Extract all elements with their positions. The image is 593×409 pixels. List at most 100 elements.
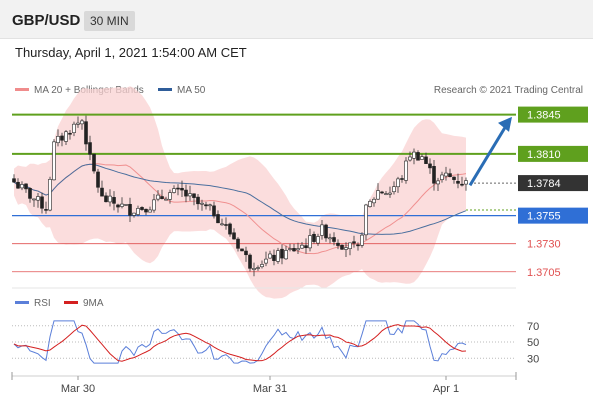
ma50-line [13, 163, 467, 235]
bearish-candle [68, 132, 72, 135]
bullish-candle [404, 160, 408, 181]
bullish-candle [328, 237, 332, 240]
bullish-candle [436, 180, 440, 185]
resistance-label-box [518, 145, 588, 162]
bearish-candle [140, 207, 144, 210]
bullish-candle [132, 212, 136, 216]
bullish-candle [52, 141, 56, 181]
bearish-candle [12, 178, 16, 183]
bearish-candle [312, 233, 316, 242]
bullish-candle [308, 235, 312, 249]
bearish-candle [292, 248, 296, 252]
bullish-candle [264, 258, 268, 264]
legend-ma20-swatch [15, 88, 29, 91]
level-label-text: 1.3845 [527, 110, 561, 122]
x-tick-label: Mar 30 [61, 383, 95, 395]
bearish-candle [184, 189, 188, 197]
legend-ma50-label: MA 50 [177, 85, 206, 96]
bullish-candle [188, 193, 192, 197]
forecast-arrow-head [498, 116, 512, 132]
timeframe-badge[interactable]: 30 MIN [84, 11, 135, 31]
candlesticks [12, 115, 468, 277]
bullish-candle [48, 179, 52, 211]
moving-averages [13, 163, 467, 255]
bullish-candle [364, 204, 368, 236]
bearish-candle [340, 244, 344, 250]
bullish-candle [368, 201, 372, 207]
x-axis-ticks: Mar 30 Mar 31 Apr 1 [11, 372, 517, 395]
bearish-candle [352, 241, 356, 244]
bullish-candle [276, 250, 280, 262]
bullish-candle [420, 156, 424, 160]
current-price-box [518, 175, 588, 192]
bearish-candle [324, 224, 328, 239]
bullish-candle [360, 234, 364, 246]
support-label-box [518, 207, 588, 224]
bullish-candle [348, 242, 352, 249]
bullish-candle [288, 248, 292, 250]
bearish-candle [144, 208, 148, 213]
bearish-candle [96, 171, 100, 188]
bullish-candle [120, 203, 124, 207]
bearish-candle [228, 223, 232, 235]
bullish-candle [172, 188, 176, 193]
bearish-candle [104, 195, 108, 203]
copyright-note: Research © 2021 Trading Central [434, 85, 583, 96]
bearish-candle [456, 181, 460, 184]
chart-header: GBP/USD 30 MIN [0, 0, 593, 39]
bearish-candle [224, 224, 228, 226]
bullish-candle [168, 192, 172, 200]
bullish-candle [256, 267, 260, 269]
bearish-candle [84, 121, 88, 145]
bearish-candle [424, 156, 428, 164]
bollinger-bands [14, 86, 466, 299]
level-label-text: 1.3784 [527, 178, 561, 190]
bearish-candle [332, 237, 336, 242]
bullish-candle [72, 123, 76, 134]
bullish-candle [152, 199, 156, 211]
bearish-candle [232, 232, 236, 240]
bearish-candle [236, 238, 240, 249]
rsi-line [13, 320, 467, 364]
bearish-candle [336, 242, 340, 246]
bearish-candle [40, 196, 44, 209]
bearish-candle [448, 173, 452, 177]
bullish-candle [64, 131, 68, 142]
bearish-candle [400, 178, 404, 180]
bearish-candle [460, 183, 464, 186]
rsi-panel: 70 50 30 [12, 320, 539, 365]
bearish-candle [60, 135, 64, 141]
legend-9ma-swatch [64, 301, 78, 304]
bullish-candle [376, 190, 380, 200]
forecast-arrow-shaft [468, 125, 508, 187]
bearish-candle [88, 142, 92, 155]
bullish-candle [136, 208, 140, 215]
rsi-level-label: 70 [527, 321, 539, 333]
bullish-candle [392, 186, 396, 193]
bearish-candle [92, 153, 96, 172]
bullish-candle [396, 178, 400, 188]
bearish-candle [176, 187, 180, 190]
bullish-candle [124, 204, 128, 206]
bearish-candle [244, 250, 248, 256]
bullish-candle [56, 136, 60, 144]
level-label-text: 1.3810 [527, 149, 561, 161]
rsi-level-label: 30 [527, 353, 539, 365]
rsi-9ma-line [13, 324, 467, 362]
bearish-candle [28, 188, 32, 199]
bullish-candle [208, 204, 212, 207]
level-lines [12, 113, 516, 273]
bullish-candle [156, 194, 160, 200]
bullish-candle [388, 192, 392, 195]
bullish-candle [444, 172, 448, 177]
bullish-candle [76, 122, 80, 125]
bullish-candle [20, 184, 24, 189]
level-labels: 1.3845 1.3810 1.3784 1.3755 1.3730 1.3705 [518, 106, 588, 279]
bearish-candle [44, 209, 48, 211]
bullish-candle [32, 198, 36, 201]
bearish-candle [180, 187, 184, 191]
bearish-candle [112, 197, 116, 204]
bullish-candle [164, 198, 168, 201]
bullish-candle [200, 202, 204, 205]
